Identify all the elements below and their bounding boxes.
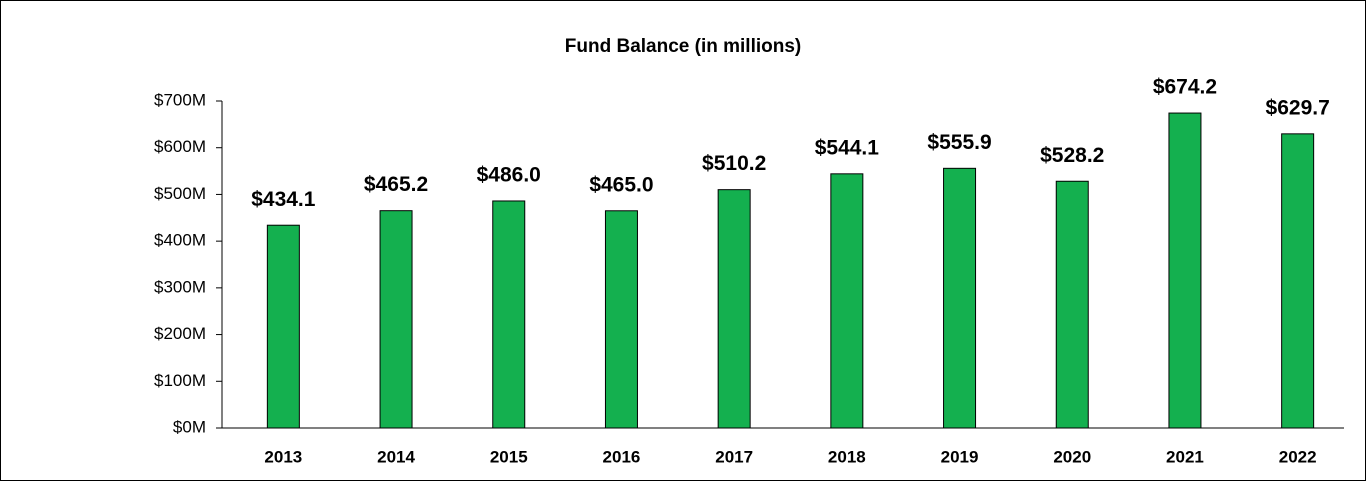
y-tick-label: $400M (154, 231, 206, 250)
value-label: $674.2 (1153, 76, 1217, 99)
value-label: $510.2 (702, 152, 766, 175)
bar (1168, 112, 1202, 429)
y-tick-label: $200M (154, 324, 206, 343)
y-tick-label: $100M (154, 371, 206, 390)
x-tick-label: 2017 (715, 447, 753, 466)
value-label: $555.9 (927, 131, 991, 154)
x-tick-label: 2018 (828, 447, 866, 466)
bar (492, 200, 526, 429)
y-tick-label: $700M (154, 90, 206, 109)
value-label: $465.0 (589, 173, 653, 196)
x-tick-label: 2019 (941, 447, 979, 466)
x-tick-label: 2021 (1166, 447, 1204, 466)
value-label: $544.1 (815, 136, 880, 159)
bar (379, 210, 413, 429)
x-tick-label: 2016 (603, 447, 641, 466)
y-tick-label: $0M (173, 417, 206, 436)
bar (604, 210, 638, 429)
chart-title: Fund Balance (in millions) (565, 36, 801, 57)
bar (1055, 180, 1089, 429)
value-label: $434.1 (251, 188, 316, 211)
x-tick-label: 2013 (264, 447, 302, 466)
bar (830, 173, 864, 429)
y-tick-label: $300M (154, 277, 206, 296)
x-tick-label: 2014 (377, 447, 415, 466)
value-label: $486.0 (477, 164, 541, 187)
value-label: $629.7 (1266, 96, 1330, 119)
bar (717, 189, 751, 429)
x-tick-label: 2015 (490, 447, 528, 466)
y-tick-label: $600M (154, 137, 206, 156)
value-label: $465.2 (364, 173, 428, 196)
bar (943, 167, 977, 429)
bar (266, 224, 300, 429)
bar (1281, 133, 1315, 429)
value-label: $528.2 (1040, 144, 1104, 167)
x-tick-label: 2020 (1053, 447, 1091, 466)
x-tick-label: 2022 (1279, 447, 1317, 466)
y-tick-label: $500M (154, 184, 206, 203)
